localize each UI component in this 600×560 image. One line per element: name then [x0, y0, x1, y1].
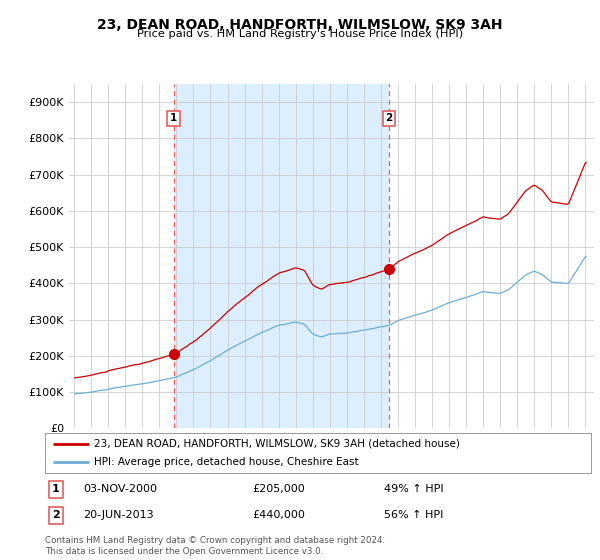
Text: 2: 2: [52, 510, 60, 520]
Text: £440,000: £440,000: [253, 510, 305, 520]
Text: Contains HM Land Registry data © Crown copyright and database right 2024.
This d: Contains HM Land Registry data © Crown c…: [45, 536, 385, 556]
Text: 1: 1: [170, 114, 177, 123]
Text: 56% ↑ HPI: 56% ↑ HPI: [383, 510, 443, 520]
Text: 23, DEAN ROAD, HANDFORTH, WILMSLOW, SK9 3AH (detached house): 23, DEAN ROAD, HANDFORTH, WILMSLOW, SK9 …: [94, 439, 460, 449]
Text: 49% ↑ HPI: 49% ↑ HPI: [383, 484, 443, 494]
Text: 23, DEAN ROAD, HANDFORTH, WILMSLOW, SK9 3AH: 23, DEAN ROAD, HANDFORTH, WILMSLOW, SK9 …: [97, 18, 503, 32]
Text: Price paid vs. HM Land Registry's House Price Index (HPI): Price paid vs. HM Land Registry's House …: [137, 29, 463, 39]
Text: 1: 1: [52, 484, 60, 494]
Text: 03-NOV-2000: 03-NOV-2000: [83, 484, 157, 494]
Text: 2: 2: [385, 114, 392, 123]
Text: 20-JUN-2013: 20-JUN-2013: [83, 510, 154, 520]
Text: HPI: Average price, detached house, Cheshire East: HPI: Average price, detached house, Ches…: [94, 458, 359, 467]
Bar: [173, 84, 389, 428]
Text: £205,000: £205,000: [253, 484, 305, 494]
